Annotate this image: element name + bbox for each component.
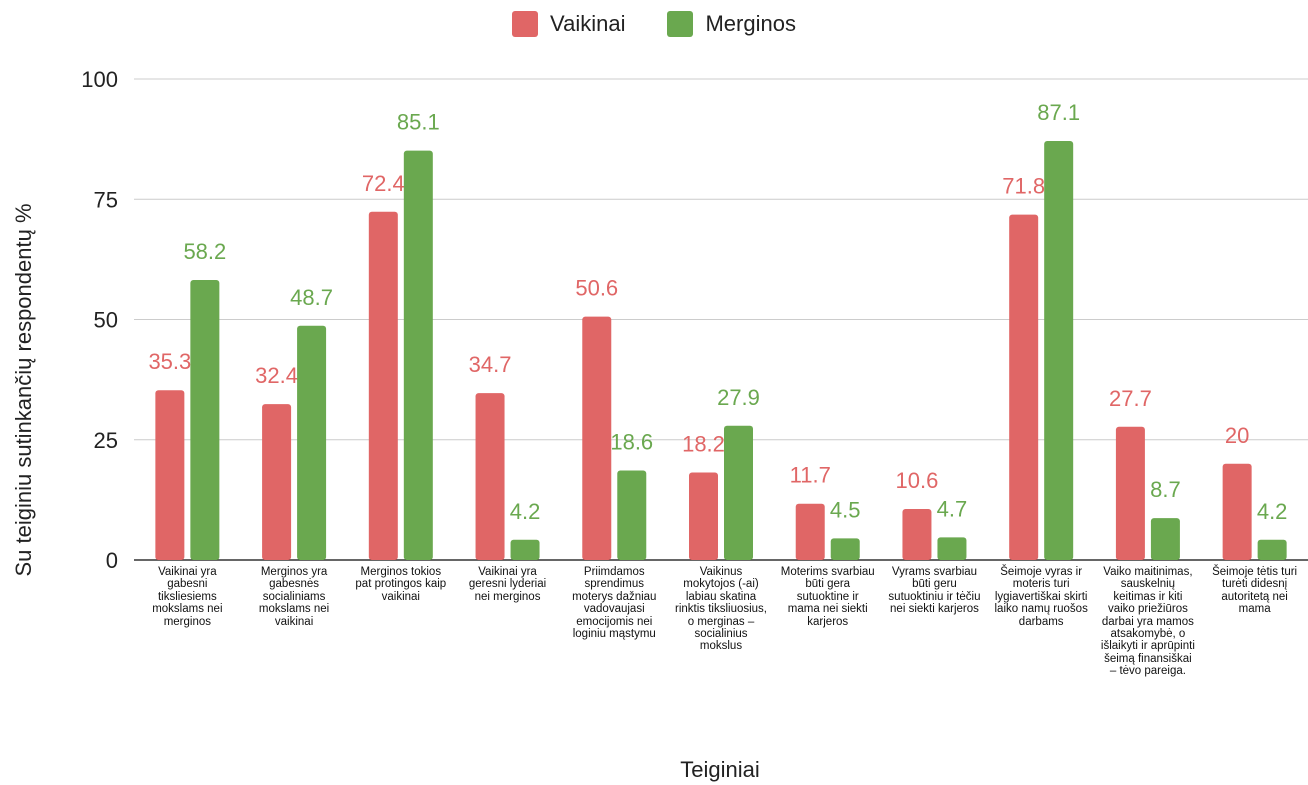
data-label-vaikinai: 20 <box>1225 423 1249 448</box>
bar-merginos[interactable] <box>403 150 433 560</box>
y-tick-label: 50 <box>94 308 118 333</box>
x-category-label: Merginos yra gabesnės socialiniams moksl… <box>258 566 330 628</box>
bar-merginos[interactable] <box>724 425 753 560</box>
x-axis-title: Teiginiai <box>680 757 760 782</box>
legend-item-vaikinai[interactable]: Vaikinai <box>512 11 625 37</box>
bar-merginos[interactable] <box>510 539 540 560</box>
bar-vaikinai[interactable] <box>262 404 292 560</box>
y-axis-title: Su teiginiu sutinkančių respondentų % <box>11 203 36 577</box>
bar-vaikinai[interactable] <box>689 472 718 560</box>
legend-swatch-merginos <box>667 11 694 37</box>
legend-item-merginos[interactable]: Merginos <box>667 11 796 37</box>
bar-merginos[interactable] <box>830 538 860 560</box>
data-label-merginos: 4.2 <box>510 499 541 524</box>
bar-merginos[interactable] <box>1044 141 1074 560</box>
bar-vaikinai[interactable] <box>1009 214 1039 560</box>
x-category-label: Moterims svarbiau būti gera sutuoktine i… <box>780 566 875 628</box>
data-label-vaikinai: 32.4 <box>255 363 298 388</box>
x-category-label: Priimdamos sprendimus moterys dažniau va… <box>572 566 657 641</box>
data-label-vaikinai: 50.6 <box>575 276 618 301</box>
legend-label-vaikinai: Vaikinai <box>550 11 626 36</box>
data-label-merginos: 85.1 <box>397 110 440 135</box>
bar-vaikinai[interactable] <box>155 390 185 560</box>
legend-swatch-vaikinai <box>512 11 539 37</box>
data-label-merginos: 4.5 <box>830 497 861 522</box>
x-category-label: Merginos tokios pat protingos kaip vaiki… <box>355 566 447 603</box>
bar-vaikinai[interactable] <box>582 316 612 560</box>
data-label-merginos: 48.7 <box>290 285 333 310</box>
bar-vaikinai[interactable] <box>368 211 398 561</box>
data-label-vaikinai: 34.7 <box>469 352 512 377</box>
x-category-label: Vaiko maitinimas, sauskelnių keitimas ir… <box>1100 566 1195 678</box>
bar-vaikinai[interactable] <box>475 393 505 560</box>
data-label-merginos: 58.2 <box>183 239 226 264</box>
x-category-label: Vyrams svarbiau būti geru sutuoktiniu ir… <box>888 566 981 616</box>
x-category-label: Šeimoje tėtis turi turėti didesnį autori… <box>1212 566 1298 616</box>
y-tick-label: 75 <box>94 187 118 212</box>
data-label-merginos: 27.9 <box>717 385 760 410</box>
bar-merginos[interactable] <box>297 325 327 560</box>
bar-vaikinai[interactable] <box>902 509 932 560</box>
bar-merginos[interactable] <box>937 537 967 560</box>
x-category-label: Vaikinai yra geresni lyderiai nei mergin… <box>468 566 547 603</box>
bar-merginos[interactable] <box>1257 539 1287 560</box>
y-tick-label: 100 <box>81 67 118 92</box>
data-label-vaikinai: 11.7 <box>790 463 831 488</box>
data-label-merginos: 4.2 <box>1257 499 1288 524</box>
data-label-vaikinai: 10.6 <box>896 468 939 493</box>
data-label-vaikinai: 27.7 <box>1109 386 1152 411</box>
data-label-vaikinai: 35.3 <box>148 349 191 374</box>
x-category-label: Vaikinus mokytojos (-ai) labiau skatina … <box>674 566 768 653</box>
bar-merginos[interactable] <box>1150 518 1180 560</box>
bar-vaikinai[interactable] <box>1115 426 1145 560</box>
data-label-merginos: 18.6 <box>610 430 653 455</box>
y-tick-label: 0 <box>106 548 118 573</box>
data-label-merginos: 4.7 <box>937 496 968 521</box>
legend-label-merginos: Merginos <box>705 11 796 36</box>
data-label-vaikinai: 72.4 <box>362 171 405 196</box>
x-category-label: Vaikinai yra gabesni tiksliesiems moksla… <box>152 566 223 628</box>
bar-merginos[interactable] <box>617 470 647 560</box>
data-label-merginos: 87.1 <box>1037 100 1080 125</box>
bar-vaikinai[interactable] <box>1222 463 1252 560</box>
x-category-label: Šeimoje vyras ir moteris turi lygiaverti… <box>994 566 1088 628</box>
chart-legend: Vaikinai Merginos <box>0 8 1308 40</box>
y-tick-label: 25 <box>94 428 118 453</box>
data-label-vaikinai: 18.2 <box>682 431 725 456</box>
data-label-vaikinai: 71.8 <box>1002 174 1045 199</box>
data-label-merginos: 8.7 <box>1150 477 1181 502</box>
bar-merginos[interactable] <box>190 280 220 560</box>
bar-vaikinai[interactable] <box>795 503 825 560</box>
